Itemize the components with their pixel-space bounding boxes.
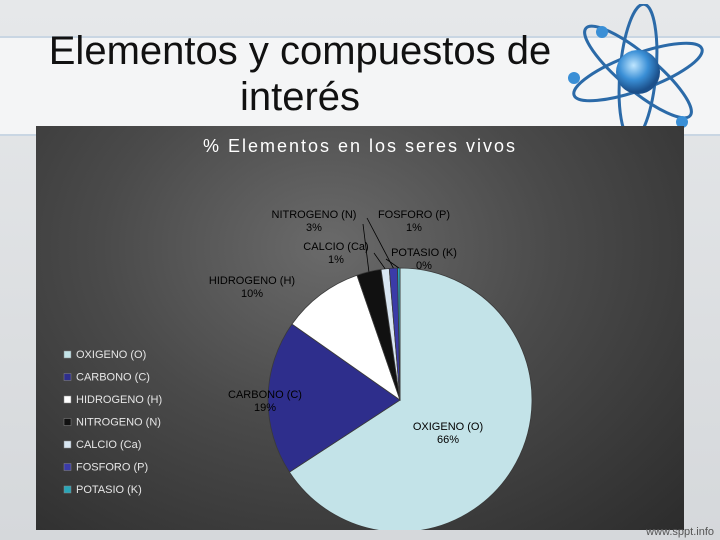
leader-line-5: [366, 217, 394, 269]
data-label-value-3: 3%: [306, 222, 322, 234]
leader-line-6: [385, 258, 400, 269]
data-label-value-2: 10%: [241, 288, 263, 300]
legend-label-6: POTASIO (K): [76, 484, 142, 496]
pie-slice-1: [267, 323, 401, 473]
watermark: www.sppt.info: [646, 526, 714, 538]
pie-slice-0: [288, 267, 533, 530]
legend-swatch-5: [63, 463, 72, 471]
data-label-value-6: 0%: [416, 260, 432, 272]
slide-title: Elementos y compuestos de interés: [48, 29, 552, 119]
legend-swatch-3: [63, 418, 72, 426]
data-label-name-5: FOSFORO (P): [378, 209, 450, 221]
legend-label-1: CARBONO (C): [76, 372, 150, 384]
legend-swatch-6: [63, 485, 72, 494]
legend-label-4: CALCIO (Ca): [76, 439, 141, 451]
data-label-name-2: HIDROGENO (H): [209, 275, 295, 287]
data-label-name-1: CARBONO (C): [228, 389, 302, 401]
data-label-value-1: 19%: [254, 402, 276, 414]
legend-label-0: OXIGENO (O): [76, 349, 146, 361]
atom-icon: [568, 4, 704, 134]
data-label-value-5: 1%: [406, 222, 422, 234]
data-label-value-4: 1%: [328, 254, 344, 266]
legend-swatch-2: [63, 395, 72, 404]
title-band: [0, 36, 720, 136]
legend-swatch-1: [63, 373, 72, 381]
legend-swatch-4: [63, 440, 72, 449]
data-label-name-0: OXIGENO (O): [413, 421, 483, 433]
legend-label-5: FOSFORO (P): [76, 462, 148, 474]
legend-label-2: HIDROGENO (H): [76, 394, 162, 406]
pie-chart: OXIGENO (O)66%CARBONO (C)19%HIDROGENO (H…: [63, 209, 533, 530]
chart-title: % Elementos en los seres vivos: [202, 136, 518, 156]
data-label-value-0: 66%: [437, 434, 459, 446]
leader-line-3: [362, 223, 370, 272]
chart-panel: % Elementos en los seres vivos OXIGENO (…: [36, 126, 684, 530]
legend-label-3: NITROGENO (N): [76, 417, 161, 429]
data-label-name-4: CALCIO (Ca): [303, 241, 368, 253]
leader-line-4: [373, 252, 386, 270]
legend-swatch-0: [63, 350, 72, 359]
data-label-name-3: NITROGENO (N): [272, 209, 357, 221]
data-label-name-6: POTASIO (K): [391, 247, 457, 259]
pie-slice-2: [291, 274, 401, 402]
